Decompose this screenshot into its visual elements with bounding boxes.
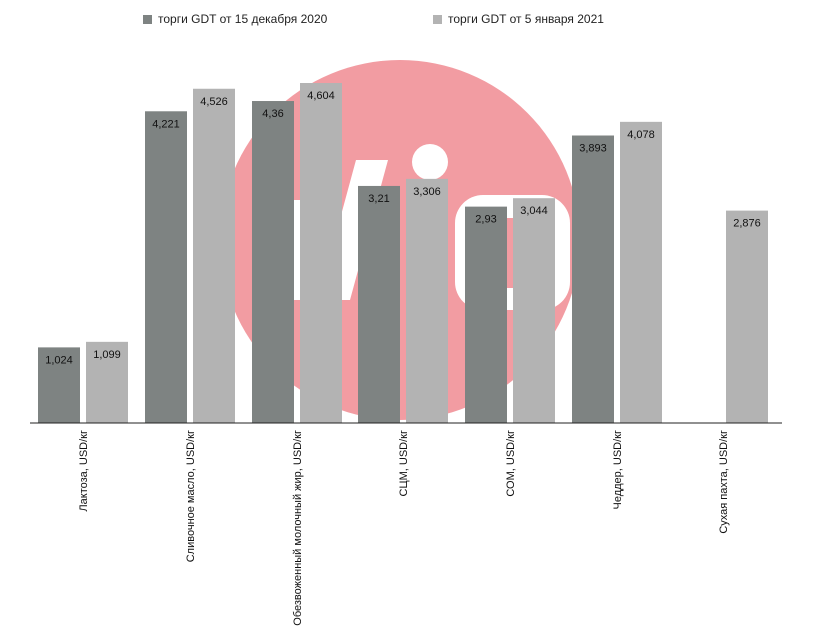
category-label-1: Лактоза, USD/кг <box>78 430 90 512</box>
bar-label-series-1-cat-3: 4,36 <box>262 108 283 120</box>
bar-series-2-cat-3 <box>300 83 342 423</box>
category-label-3: Обезвоженный молочный жир, USD/кг <box>292 430 304 626</box>
category-label-6: Чеддер, USD/кг <box>612 430 624 510</box>
bar-label-series-2-cat-5: 3,044 <box>520 205 548 217</box>
bar-label-series-1-cat-6: 3,893 <box>579 143 607 155</box>
bar-series-1-cat-4 <box>358 185 400 423</box>
legend-label-series-1: торги GDT от 15 декабря 2020 <box>158 12 328 26</box>
bar-label-series-2-cat-3: 4,604 <box>307 90 335 102</box>
bar-label-series-1-cat-2: 4,221 <box>152 118 180 130</box>
bar-label-series-1-cat-1: 1,024 <box>45 354 73 366</box>
bar-label-series-1-cat-4: 3,21 <box>368 193 389 205</box>
bar-series-1-cat-5 <box>465 206 507 423</box>
bar-label-series-1-cat-5: 2,93 <box>475 214 496 226</box>
bar-series-2-cat-5 <box>513 198 555 423</box>
legend-swatch-series-2 <box>433 14 442 24</box>
bar-series-2-cat-7 <box>726 210 768 423</box>
bar-label-series-2-cat-4: 3,306 <box>413 186 441 198</box>
bar-series-2-cat-1 <box>86 341 128 423</box>
category-label-4: СЦМ, USD/кг <box>398 430 410 496</box>
bar-series-1-cat-3 <box>252 101 294 424</box>
bar-label-series-2-cat-7: 2,876 <box>733 218 761 230</box>
category-label-2: Сливочное масло, USD/кг <box>185 430 197 562</box>
bar-label-series-2-cat-1: 1,099 <box>93 349 121 361</box>
bar-series-2-cat-6 <box>620 121 662 423</box>
bar-series-1-cat-1 <box>38 347 80 423</box>
bar-series-2-cat-2 <box>193 88 235 424</box>
legend-item-series-1: торги GDT от 15 декабря 2020 <box>143 12 327 26</box>
bar-series-2-cat-4 <box>406 178 448 423</box>
bar-label-series-2-cat-6: 4,078 <box>627 129 655 141</box>
watermark-dot <box>412 144 448 180</box>
legend-label-series-2: торги GDT от 5 января 2021 <box>448 12 604 26</box>
bar-series-1-cat-2 <box>145 111 187 423</box>
category-label-7: Сухая пахта, USD/кг <box>718 430 730 534</box>
legend-item-series-2: торги GDT от 5 января 2021 <box>433 12 604 26</box>
category-label-5: СОМ, USD/кг <box>505 430 517 497</box>
bar-series-1-cat-6 <box>572 135 614 423</box>
bar-label-series-2-cat-2: 4,526 <box>200 96 228 108</box>
legend: торги GDT от 15 декабря 2020 торги GDT о… <box>0 12 827 32</box>
legend-swatch-series-1 <box>143 14 152 24</box>
